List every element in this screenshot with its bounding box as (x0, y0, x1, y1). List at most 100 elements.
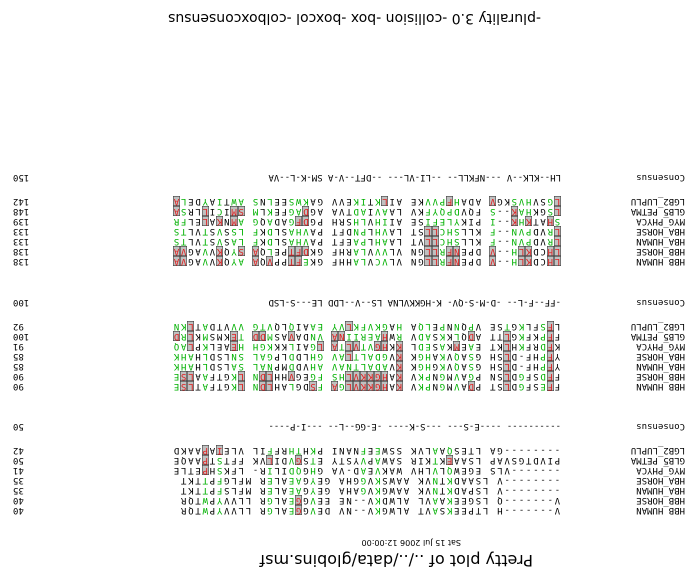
sequence-residues: ---------- ----E-S--- ---S-K---- -E-GG--… (268, 421, 561, 431)
sequence-position: 92 (13, 321, 24, 331)
sequence-position: 85 (13, 351, 24, 361)
sequence-row: HBB_HORSE V-------Q LSGEEKAAVL ALWDKV--NE… (0, 495, 693, 505)
sequence-row: LGB2_LUPLU LGSVHVSKGV ADAHFPVVKE AILKTIKE… (0, 196, 693, 206)
sequence-name: LGB2_LUPLU (630, 445, 685, 455)
sequence-residues: PIVDTGSVAP LSAAEKTKIR SAWAPVYSTY ETSGVDI… (173, 455, 561, 465)
sequence-row: Consensus -FF--F-L-- -D-M-S-QV- K-HGKKVLN… (0, 297, 693, 307)
sequence-row: HBB_HORSE LHCDKLH--V DPENFRLLGN VLVVVLARH… (0, 246, 693, 256)
sequence-residues: SHATKHK--I PIKYLEFISE AIIHVLHSRH PGDFGAD… (173, 216, 561, 226)
sequence-name: HBB_HUMAN (636, 256, 685, 266)
sequence-row: GLB5_PETMA PIVDTGSVAP LSAAEKTKIR SAWAPVYS… (0, 455, 693, 465)
sequence-name: GLB5_PETMA (630, 331, 685, 341)
sequence-residues: LSGKHAK--S FQVDPQYFKV LAAVIADTVA AGDAGFE… (172, 206, 561, 216)
sequence-row: HBA_HUMAN YFPHF-DLSH GSAQVKGHGK KVADALTNA… (0, 361, 693, 371)
sequence-name: GLB5_PETMA (630, 206, 685, 216)
sequence-row: HBB_HORSE FFDSFGDLSN PGAVMGNPKV KAHGKKVLH… (0, 371, 693, 381)
sequence-name: HBA_HORSE (636, 226, 685, 236)
sequence-position: 133 (13, 236, 30, 246)
sequence-residues: -FF--F-L-- -D-M-S-QV- K-HGKKVLNA LS--V--… (268, 297, 561, 307)
sequence-row: HBA_HORSE YFPHF-DLSH GSAQVKAHGK KVGDALTLA… (0, 351, 693, 361)
sequence-row: HBA_HORSE --------V LSAADKTNVK AAWSKVGGHA… (0, 475, 693, 485)
sequence-name: HBB_HUMAN (636, 505, 685, 515)
sequence-position: 100 (13, 331, 30, 341)
sequence-position: 90 (13, 371, 24, 381)
sequence-position: 90 (13, 381, 24, 391)
sequence-row: MYG_PHYCA -------VLS EGEWQLVLHV WAKVEAD-V… (0, 465, 693, 475)
sequence-name: HBA_HUMAN (636, 485, 685, 495)
sequence-position: 138 (13, 256, 30, 266)
sequence-row: HBB_HUMAN FFESFGDLST PDAVMGNPKV KAHGKKVLG… (0, 381, 693, 391)
sequence-name: MYG_PHYCA (636, 216, 685, 226)
sequence-row: Consensus ---------- ----E-S--- ---S-K---… (0, 421, 693, 431)
sequence-row: MYG_PHYCA SHATKHK--I PIKYLEFISE AIIHVLHSR… (0, 216, 693, 226)
sequence-name: MYG_PHYCA (636, 465, 685, 475)
sequence-residues: --------V LSPADKTNVK AAWGKVGAHA GEYGAEAL… (180, 485, 561, 495)
sequence-position: 150 (13, 172, 30, 182)
sequence-row: HBB_HUMAN V-------H LTPEEKSAVT ALWGKV--NV… (0, 505, 693, 515)
sequence-position: 85 (13, 361, 24, 371)
sequence-name: GLB5_PETMA (630, 455, 685, 465)
sequence-name: HBA_HUMAN (636, 361, 685, 371)
sequence-name: LGB2_LUPLU (630, 196, 685, 206)
sequence-row: HBA_HUMAN --------V LSPADKTNVK AAWGKVGAHA… (0, 485, 693, 495)
sequence-residues: YFPHF-DLSH GSAQVKGHGK KVADALTNAV AHVDDMP… (173, 361, 561, 371)
sequence-residues: FFESFGDLST PDAVMGNPKV KAHGKKVLGA FSDGLAH… (173, 381, 561, 391)
sequence-name: HBB_HORSE (636, 246, 685, 256)
sequence-position: 138 (13, 246, 30, 256)
sequence-row: LGB2_LUPLU --------GA LTESQAALVK SSWEEFNA… (0, 445, 693, 455)
sequence-residues: --------GA LTESQAALVK SSWEEFNANI PKHTHRF… (173, 445, 561, 455)
date-stamp: Sat 15 Jul 2006 12:00:00 (361, 538, 461, 547)
sequence-position: 139 (13, 216, 30, 226)
sequence-row: LGB2_LUPLU LFSFLKGTSE VPQNNPELQA HAGKVFKL… (0, 321, 693, 331)
sequence-position: 50 (13, 421, 24, 431)
sequence-row: GLB5_PETMA FFPKFKGLTT ADQLKKSADV RWHAERII… (0, 331, 693, 341)
sequence-name: Consensus (636, 172, 685, 182)
sequence-residues: LFSFLKGTSE VPQNNPELQA HAGKVFKLVY EAAIQLQ… (173, 321, 561, 331)
sequence-position: 40 (13, 495, 24, 505)
sequence-position: 133 (13, 226, 30, 236)
sequence-residues: YFPHF-DLSH GSAQVKAHGK KVGDALTLAV GHLDDLP… (173, 351, 561, 361)
sequence-row: HBA_HORSE LRVDPVN--F KLLSHCLLST LAVHLPNDF… (0, 226, 693, 236)
sequence-row: HBA_HUMAN LRVDPVN--F KLLSHCLLVT LAAHLPAEF… (0, 236, 693, 246)
sequence-residues: LH--KLK--V ---NFKLL-- --LI-VL--- --DFT--… (268, 172, 561, 182)
sequence-row: Consensus LH--KLK--V ---NFKLL-- --LI-VL--… (0, 172, 693, 182)
sequence-name: Consensus (636, 297, 685, 307)
sequence-name: HBA_HORSE (636, 475, 685, 485)
sequence-residues: LGSVHVSKGV ADAHFPVVKE AILKTIKEVV GAKWSEE… (172, 196, 561, 206)
sequence-row: GLB5_PETMA LSGKHAK--S FQVDPQYFKV LAAVIADT… (0, 206, 693, 216)
sequence-position: 42 (13, 445, 24, 455)
sequence-residues: KFDRFKHLKT EAEMKASEDL KKHGVTVLTA LGAILKK… (173, 341, 561, 351)
sequence-position: 41 (13, 465, 24, 475)
sequence-residues: LRVDPVN--F KLLSHCLLVT LAAHLPAEFT PAVHASL… (173, 236, 561, 246)
sequence-residues: V-------H LTPEEKSAVT ALWGKV--NV DEVGGEAL… (180, 505, 561, 515)
sequence-row: MYG_PHYCA KFDRFKHLKT EAEMKASEDL KKHGVTVLT… (0, 341, 693, 351)
sequence-residues: FFDSFGDLSN PGAVMGNPKV KAHGKKVLHS FGEGVHH… (173, 371, 561, 381)
sequence-name: LGB2_LUPLU (630, 321, 685, 331)
sequence-name: HBB_HORSE (636, 495, 685, 505)
page-title: Pretty plot of ../../data/globins.msf (259, 551, 533, 570)
sequence-row: HBB_HUMAN LHCDKLH--V DPENFRLLGN VLVCVLAHH… (0, 256, 693, 266)
sequence-residues: FFPKFKGLTT ADQLKKSADV RWHAERIINA VNDAVAS… (172, 331, 561, 341)
sequence-position: 100 (13, 297, 30, 307)
sequence-position: 40 (13, 505, 24, 515)
options-footer: -plurality 3.0 -collision -box -boxcol -… (168, 10, 541, 26)
sequence-residues: LRVDPVN--F KLLSHCLLST LAVHLPNDFT PAVHASL… (173, 226, 561, 236)
sequence-residues: LHCDKLH--V DPENFRLLGN VLVCVLAHHF GKEFTPP… (172, 256, 561, 266)
sequence-residues: -------VLS EGEWQLVLHV WAKVEAD-VA GHGQDIL… (173, 465, 561, 475)
sequence-name: MYG_PHYCA (636, 341, 685, 351)
sequence-residues: V-------Q LSGEEKAAVL ALWDKV--NE EEVGGEAL… (180, 495, 561, 505)
sequence-position: 35 (13, 475, 24, 485)
sequence-position: 142 (13, 196, 30, 206)
sequence-position: 35 (13, 485, 24, 495)
sequence-position: 50 (13, 455, 24, 465)
sequence-residues: --------V LSAADKTNVK AAWSKVGGHA GEYGAEAL… (180, 475, 561, 485)
sequence-name: HBA_HORSE (636, 351, 685, 361)
sequence-name: HBA_HUMAN (636, 236, 685, 246)
sequence-name: Consensus (636, 421, 685, 431)
sequence-residues: LHCDKLH--V DPENFRLLGN VLVVVLARHF GKDFTPE… (172, 246, 561, 256)
sequence-position: 148 (13, 206, 30, 216)
sequence-name: HBB_HORSE (636, 371, 685, 381)
sequence-position: 91 (13, 341, 24, 351)
